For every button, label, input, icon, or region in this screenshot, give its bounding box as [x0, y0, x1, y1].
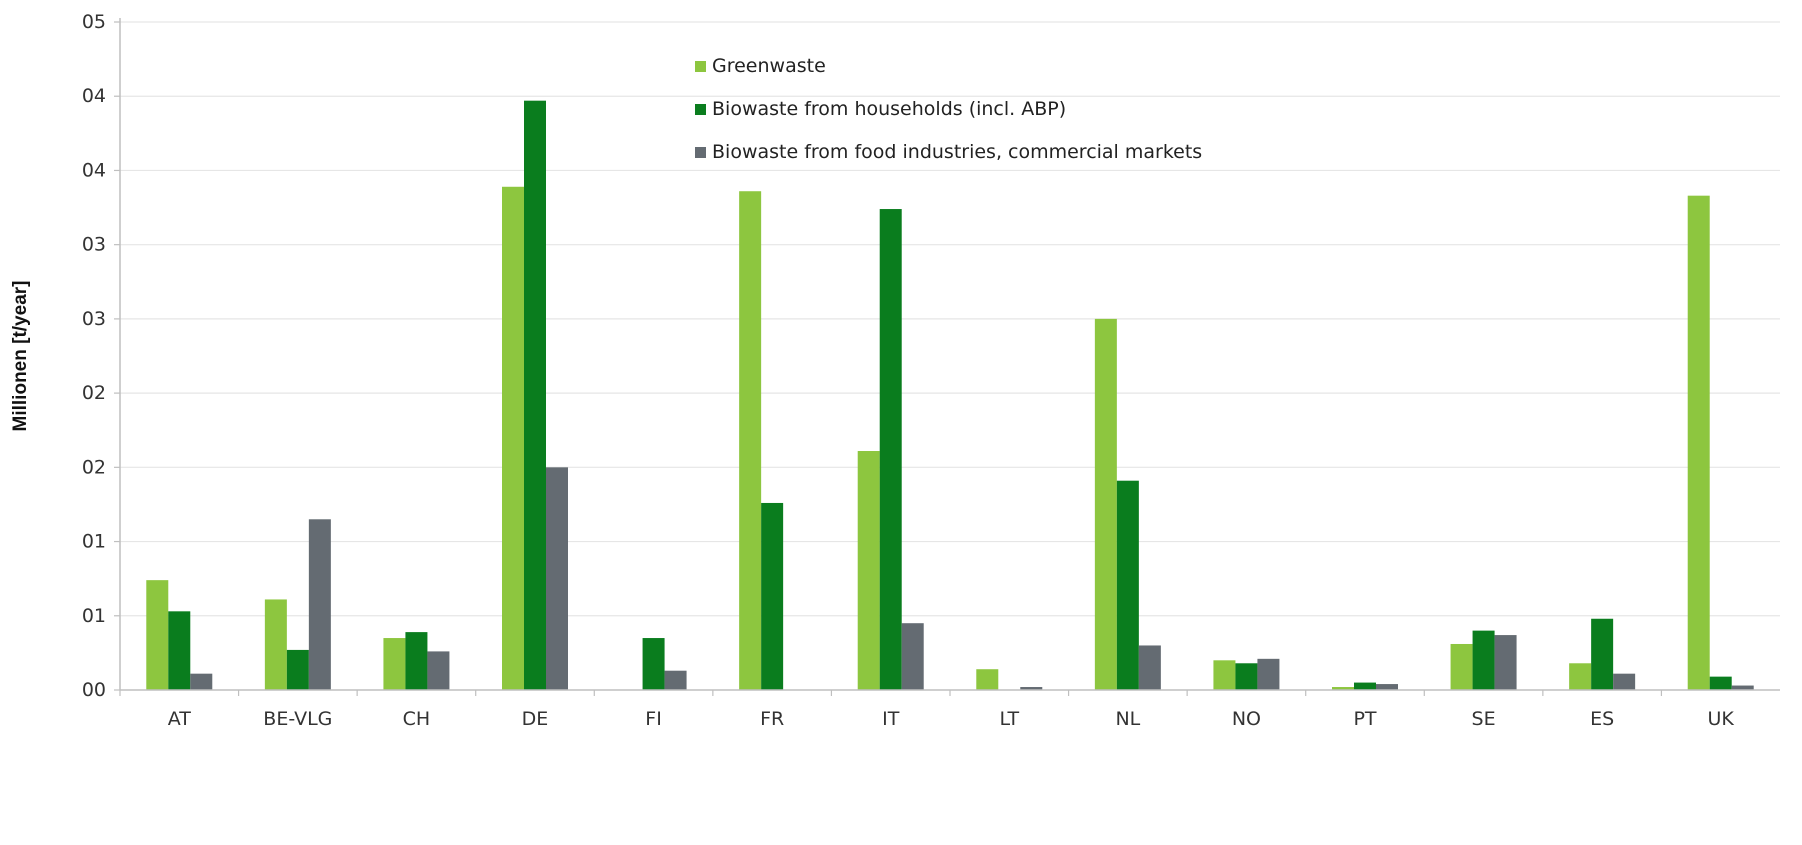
bar-be-vlg-series-1 — [264, 599, 287, 690]
bar-nl-series-3 — [1138, 645, 1161, 690]
bar-fi-series-2 — [642, 638, 665, 690]
y-tick-label: 01 — [82, 531, 106, 553]
y-tick-label: 00 — [82, 679, 106, 701]
bar-es-series-3 — [1613, 673, 1636, 690]
bars — [146, 100, 1754, 691]
bar-es-series-1 — [1569, 663, 1592, 690]
x-tick-label: SE — [1472, 708, 1496, 730]
y-tick-label: 03 — [82, 308, 106, 330]
x-tick-label: CH — [403, 708, 431, 730]
bar-nl-series-2 — [1116, 480, 1139, 690]
bar-at-series-3 — [190, 673, 213, 690]
bar-de-series-1 — [502, 186, 524, 691]
legend: Greenwaste Biowaste from households (incl… — [695, 55, 1202, 163]
y-tick-label: 01 — [82, 605, 106, 627]
x-tick-label: FR — [760, 708, 784, 730]
bar-lt-series-3 — [1020, 687, 1043, 690]
x-tick-label: UK — [1708, 708, 1735, 730]
y-tick-label: 02 — [82, 456, 106, 478]
y-tick-labels: 00 01 01 02 02 03 03 04 04 05 — [82, 11, 106, 701]
bar-pt-series-1 — [1332, 687, 1354, 690]
bar-nl-series-1 — [1094, 318, 1117, 690]
bar-ch-series-1 — [383, 638, 406, 690]
bar-be-vlg-series-2 — [286, 649, 309, 690]
legend-label: Biowaste from households (incl. ABP) — [712, 98, 1066, 120]
x-tick-label: DE — [522, 708, 549, 730]
bar-fr-series-2 — [761, 502, 784, 690]
bar-fr-series-1 — [739, 191, 762, 690]
x-tick-label: PT — [1353, 708, 1376, 730]
bar-es-series-2 — [1591, 618, 1614, 690]
bar-se-series-1 — [1450, 643, 1473, 690]
legend-label: Greenwaste — [712, 55, 826, 77]
x-tick-label: FI — [645, 708, 662, 730]
bar-it-series-3 — [901, 623, 924, 690]
x-tick-label: NO — [1232, 708, 1261, 730]
bar-ch-series-2 — [405, 632, 428, 690]
bar-se-series-2 — [1472, 630, 1495, 690]
bar-ch-series-3 — [427, 651, 450, 690]
bar-at-series-1 — [146, 580, 169, 690]
x-tick-label: BE-VLG — [263, 708, 332, 730]
legend-label: Biowaste from food industries, commercia… — [712, 141, 1202, 163]
legend-swatch — [695, 104, 706, 115]
bar-uk-series-2 — [1709, 676, 1732, 690]
y-tick-label: 02 — [82, 382, 106, 404]
y-tick-label: 05 — [82, 11, 106, 33]
y-axis-title: Millionen [t/year] — [10, 281, 31, 432]
x-tick-label: LT — [999, 708, 1019, 730]
bar-pt-series-3 — [1376, 684, 1398, 690]
bar-fi-series-3 — [664, 670, 687, 690]
legend-swatch — [695, 61, 706, 72]
bar-de-series-3 — [546, 467, 568, 690]
x-tick-labels: AT BE-VLG CH DE FI FR IT LT NL NO PT SE ES UK — [119, 690, 1735, 730]
bar-no-series-3 — [1257, 658, 1280, 690]
x-tick-label: AT — [168, 708, 192, 730]
x-tick-label: NL — [1115, 708, 1140, 730]
bar-no-series-2 — [1235, 663, 1258, 690]
y-tick-label: 04 — [82, 159, 106, 181]
gridlines — [114, 21, 1780, 691]
bar-at-series-2 — [168, 611, 191, 690]
x-tick-label: ES — [1590, 708, 1614, 730]
bar-it-series-1 — [857, 451, 880, 690]
bar-uk-series-3 — [1731, 685, 1754, 690]
bar-uk-series-1 — [1687, 195, 1710, 690]
y-tick-label: 03 — [82, 234, 106, 256]
legend-swatch — [695, 147, 706, 158]
bar-de-series-2 — [524, 100, 546, 691]
bar-it-series-2 — [879, 209, 902, 691]
y-tick-label: 04 — [82, 85, 106, 107]
bar-pt-series-2 — [1354, 682, 1376, 690]
bar-se-series-3 — [1494, 635, 1517, 690]
x-tick-label: IT — [882, 708, 900, 730]
bar-lt-series-1 — [976, 669, 999, 690]
bar-no-series-1 — [1213, 660, 1236, 690]
bar-be-vlg-series-3 — [308, 519, 331, 690]
